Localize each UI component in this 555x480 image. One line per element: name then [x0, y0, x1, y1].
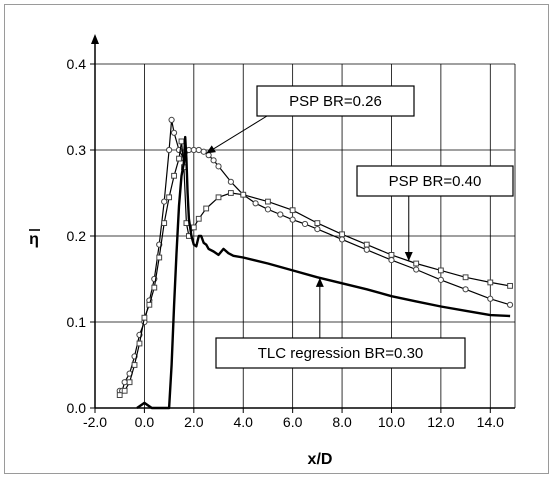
data-point: [388, 252, 395, 258]
data-point: [265, 198, 271, 205]
data-point: [507, 282, 513, 289]
x-tick-label: 0.0: [135, 414, 155, 430]
data-point: [171, 172, 177, 179]
data-point: [413, 260, 420, 267]
annotation-label: PSP BR=0.40: [389, 173, 482, 190]
annotation-label: PSP BR=0.26: [289, 93, 382, 110]
y-axis-label: η: [29, 231, 39, 248]
data-point: [264, 206, 272, 213]
data-point: [156, 254, 163, 261]
data-point: [314, 226, 321, 233]
data-point: [200, 148, 207, 155]
series: [116, 116, 514, 410]
data-point: [151, 284, 158, 291]
data-point: [487, 279, 494, 286]
y-tick-label: 0.2: [67, 228, 87, 244]
x-tick-label: 12.0: [427, 414, 454, 430]
data-point: [339, 231, 345, 238]
data-point: [166, 146, 173, 154]
data-point: [388, 256, 395, 264]
figure-frame: [4, 4, 549, 474]
data-point: [437, 276, 444, 283]
data-point: [277, 211, 284, 218]
data-point: [141, 314, 148, 321]
data-point: [161, 220, 168, 226]
data-point: [289, 207, 296, 214]
data-point: [190, 224, 197, 231]
data-point: [146, 301, 153, 308]
data-point: [121, 387, 128, 394]
data-point: [338, 236, 346, 243]
data-point: [126, 379, 133, 386]
data-point: [506, 301, 514, 308]
x-tick-label: 2.0: [184, 414, 204, 430]
data-point: [227, 190, 234, 196]
y-tick-label: 0.3: [67, 142, 87, 158]
annotation-callout: PSP BR=0.40: [356, 165, 514, 261]
data-point: [413, 266, 420, 273]
data-point: [176, 155, 182, 162]
annotation-label: TLC regression BR=0.30: [258, 345, 424, 362]
data-point: [289, 216, 296, 223]
data-point: [314, 220, 321, 226]
data-point: [161, 198, 168, 205]
series-1: [116, 116, 514, 394]
data-point: [462, 286, 469, 293]
x-axis-label: x/D: [308, 451, 333, 468]
data-point: [301, 220, 309, 228]
data-point: [195, 215, 202, 222]
data-point: [210, 157, 217, 164]
leader-arrowhead: [404, 251, 413, 261]
y-tick-label: 0.1: [67, 314, 87, 330]
data-point: [363, 241, 370, 248]
annotation-box: [356, 165, 514, 197]
data-point: [487, 295, 494, 302]
x-tick-label: 10.0: [378, 414, 405, 430]
data-point: [195, 146, 202, 154]
data-point: [131, 362, 138, 368]
x-tick-label: 6.0: [283, 414, 303, 430]
data-point: [203, 205, 210, 212]
data-point: [240, 191, 247, 198]
data-point: [121, 379, 128, 386]
data-point: [136, 340, 143, 347]
annotation-box: [256, 85, 415, 117]
x-tick-label: 14.0: [477, 414, 504, 430]
data-point: [462, 274, 469, 281]
data-point: [178, 138, 185, 145]
data-point: [215, 163, 222, 170]
tick-labels: -2.0 0.0 2.0 4.0 6.0 8.0 10.0 12.0 14.00.00.10.2…: [67, 56, 505, 430]
data-point: [168, 116, 175, 124]
x-tick-label: -2.0: [83, 414, 107, 430]
data-point: [363, 246, 370, 253]
data-point: [116, 392, 123, 399]
data-point: [252, 200, 259, 207]
y-axis-arrow: [91, 34, 99, 44]
data-point: [166, 194, 173, 201]
data-point: [170, 129, 178, 136]
series-3: [136, 135, 511, 410]
y-tick-label: 0.0: [67, 400, 87, 416]
series-line: [136, 135, 511, 410]
annotation-box: [215, 337, 466, 369]
annotation-callout: TLC regression BR=0.30: [215, 277, 466, 369]
data-point: [227, 178, 234, 185]
x-tick-label: 8.0: [332, 414, 352, 430]
leader-arrowhead: [315, 277, 324, 287]
annotation-callout: PSP BR=0.26: [205, 85, 415, 154]
x-tick-label: 4.0: [234, 414, 254, 430]
annotations: PSP BR=0.26 PSP BR=0.40 TLC regression BR=…: [205, 85, 514, 369]
leader-arrowhead: [206, 145, 216, 154]
data-point: [437, 267, 444, 274]
y-tick-label: 0.4: [67, 56, 87, 72]
data-point: [215, 194, 222, 201]
leader-line: [205, 115, 268, 154]
data-point: [190, 146, 197, 154]
